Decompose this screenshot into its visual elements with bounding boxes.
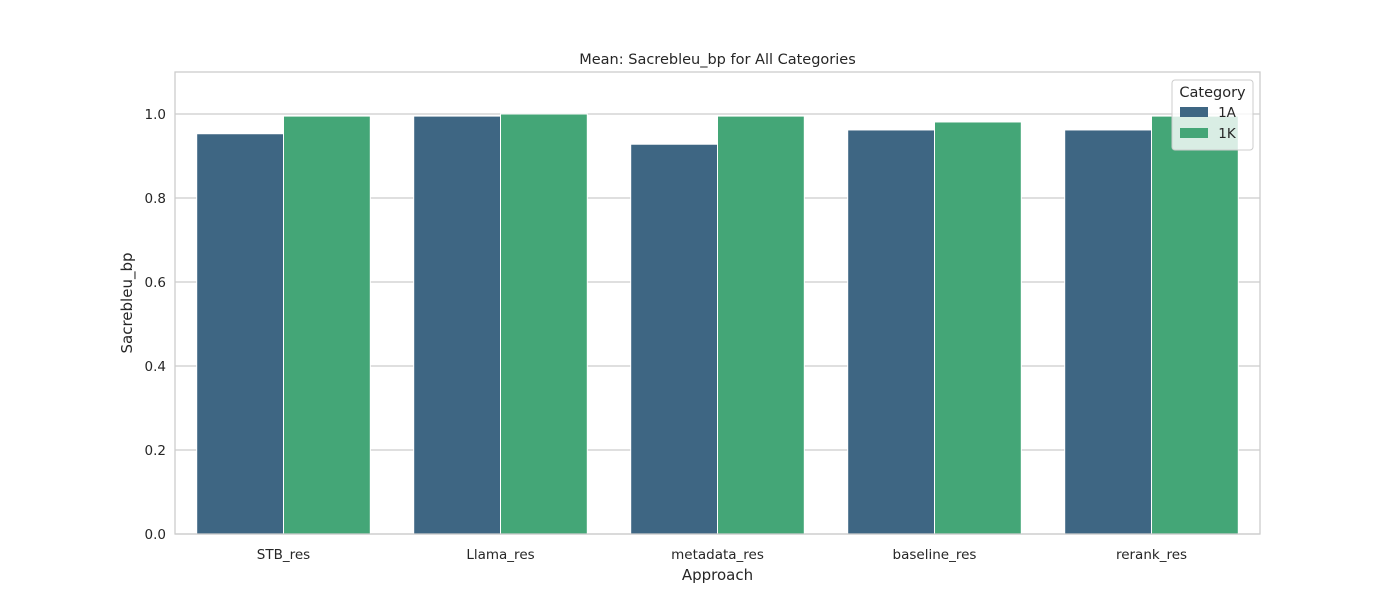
legend-title: Category [1179,85,1246,101]
plot-frame [174,71,1261,535]
legend-label: 1K [1218,126,1237,142]
y-tick-label: 0.0 [145,527,166,543]
chart-title: Mean: Sacrebleu_bp for All Categories [579,52,856,68]
bar-1A-metadata_res [630,143,719,535]
y-tick-label: 0.8 [145,191,166,207]
x-tick-label: Llama_res [466,547,534,563]
bars [196,113,1239,535]
bar-1K-metadata_res [717,115,805,535]
bar-1A-rerank_res [1064,129,1152,535]
bar-1K-STB_res [283,115,371,535]
bar-1K-baseline_res [934,121,1022,535]
legend-swatch-1A [1180,107,1208,117]
legend-swatch-1K [1180,128,1208,138]
x-axis-label: Approach [682,566,753,584]
bar-1K-rerank_res [1151,115,1239,535]
x-tick-label: metadata_res [671,547,764,563]
y-tick-label: 0.6 [145,275,166,291]
bar-1A-STB_res [196,133,284,535]
x-tick-label: rerank_res [1116,547,1187,563]
y-tick-label: 1.0 [145,107,166,123]
x-tick-label: baseline_res [893,547,977,563]
x-tick-label: STB_res [257,547,310,563]
bar-1A-baseline_res [847,129,936,535]
y-tick-label: 0.2 [145,443,166,459]
y-tick-labels: 0.0 0.2 0.4 0.6 0.8 1.0 [145,107,166,543]
bar-1K-Llama_res [500,113,588,535]
bar-1A-Llama_res [413,115,502,535]
y-tick-label: 0.4 [145,359,166,375]
x-tick-labels: STB_res Llama_res metadata_res baseline_res… [257,547,1187,563]
y-axis-label: Sacrebleu_bp [118,253,137,354]
legend-label: 1A [1218,105,1237,121]
